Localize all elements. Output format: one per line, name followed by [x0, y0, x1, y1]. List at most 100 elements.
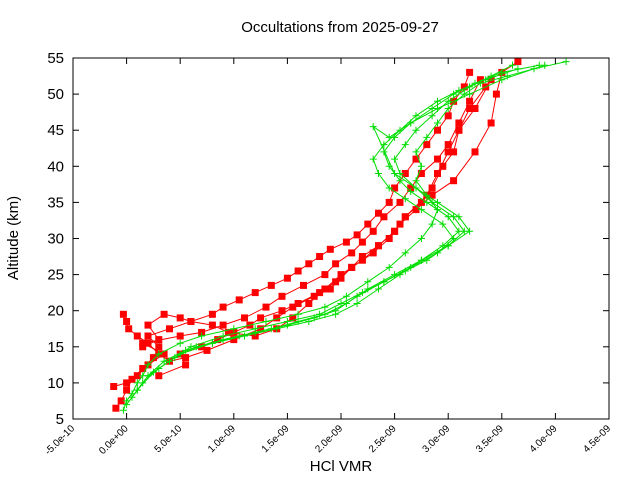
- data-point: [289, 303, 297, 311]
- data-point: [417, 198, 425, 206]
- data-point: [466, 105, 474, 112]
- y-tick-label: 20: [47, 303, 64, 320]
- data-point: [182, 354, 190, 362]
- data-point: [369, 249, 377, 257]
- y-axis: 5 10 15 20 25 30 35 40 45 50 55: [47, 50, 609, 428]
- data-point: [492, 90, 500, 98]
- red-series-line: [142, 79, 492, 348]
- data-point: [417, 256, 425, 264]
- green-series-line: [147, 64, 545, 377]
- data-point: [321, 285, 329, 293]
- data-point: [123, 386, 131, 394]
- data-point: [208, 339, 216, 347]
- data-point: [316, 253, 324, 260]
- data-point: [139, 365, 147, 372]
- data-point: [444, 112, 452, 120]
- data-point: [444, 148, 452, 156]
- data-point: [144, 332, 152, 340]
- data-point: [208, 321, 216, 329]
- data-point: [257, 314, 265, 322]
- data-point: [230, 336, 238, 344]
- data-point: [278, 292, 286, 300]
- green-series-line: [131, 64, 540, 398]
- data-point: [305, 260, 313, 268]
- data-point: [353, 231, 361, 239]
- green-series-line: [122, 61, 567, 411]
- data-point: [149, 368, 157, 376]
- x-axis-label: HCl VMR: [310, 458, 373, 475]
- data-point: [487, 119, 495, 127]
- data-point: [144, 321, 152, 329]
- plot-area: [110, 58, 570, 414]
- y-axis-label: Altitude (km): [5, 196, 22, 280]
- data-point: [412, 184, 420, 192]
- data-point: [450, 148, 458, 156]
- data-point: [332, 260, 340, 268]
- data-point: [187, 318, 195, 325]
- data-point: [466, 68, 474, 76]
- data-point: [401, 170, 409, 177]
- data-point: [326, 285, 334, 293]
- data-point: [466, 97, 474, 105]
- data-point: [176, 332, 184, 340]
- data-point: [401, 195, 409, 203]
- data-point: [251, 332, 259, 340]
- data-point: [230, 325, 238, 333]
- data-point: [294, 300, 302, 307]
- data-point: [375, 285, 382, 293]
- data-point: [369, 123, 377, 131]
- data-point: [482, 76, 490, 84]
- data-point: [358, 238, 366, 246]
- plot-frame: [72, 57, 610, 420]
- data-point: [230, 328, 238, 336]
- data-point: [182, 361, 190, 369]
- data-point: [133, 372, 141, 380]
- x-tick-label: 4.0e-09: [528, 423, 560, 455]
- data-point: [353, 300, 361, 307]
- data-point: [342, 292, 350, 300]
- data-point: [294, 318, 302, 325]
- data-point: [123, 318, 131, 325]
- data-point: [391, 271, 399, 279]
- data-point: [471, 105, 479, 112]
- data-point: [294, 310, 302, 318]
- red-series-1: [110, 76, 484, 390]
- data-point: [407, 119, 415, 127]
- y-tick-label: 25: [47, 267, 64, 284]
- data-point: [423, 133, 431, 141]
- data-point: [155, 343, 163, 351]
- data-point: [364, 278, 372, 286]
- data-point: [450, 177, 458, 185]
- data-point: [401, 213, 409, 221]
- data-point: [262, 303, 270, 311]
- data-point: [117, 397, 125, 405]
- data-point: [139, 339, 147, 347]
- chart-title: Occultations from 2025-09-27: [241, 19, 439, 36]
- data-point: [375, 242, 382, 250]
- y-tick-label: 45: [47, 122, 64, 139]
- data-point: [455, 126, 463, 134]
- data-point: [358, 256, 366, 264]
- y-tick-label: 35: [47, 194, 64, 211]
- data-point: [160, 357, 168, 365]
- y-tick-label: 5: [56, 411, 64, 428]
- x-tick-label: 1.5e-09: [260, 423, 292, 455]
- data-point: [385, 198, 393, 206]
- x-tick-label: 5.0e-10: [153, 423, 185, 455]
- data-point: [119, 310, 127, 318]
- data-point: [428, 220, 436, 228]
- data-point: [391, 184, 399, 192]
- x-tick-label: 0.0e+00: [97, 423, 131, 457]
- data-point: [155, 350, 163, 358]
- data-point: [119, 406, 127, 414]
- data-point: [267, 281, 275, 289]
- data-point: [348, 249, 356, 257]
- data-point: [380, 213, 388, 221]
- data-point: [112, 404, 120, 412]
- data-point: [434, 126, 441, 134]
- data-point: [503, 72, 511, 80]
- data-point: [450, 213, 458, 221]
- y-tick-label: 55: [47, 50, 64, 67]
- data-point: [434, 105, 441, 112]
